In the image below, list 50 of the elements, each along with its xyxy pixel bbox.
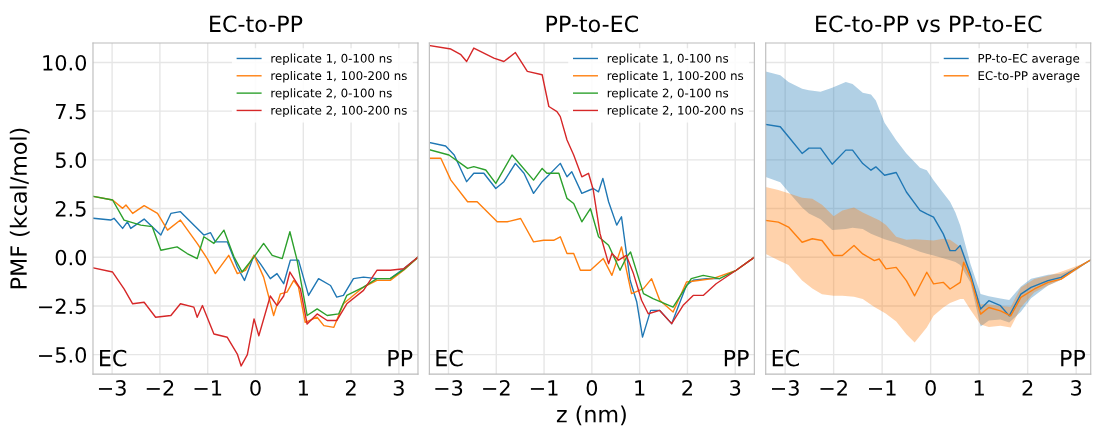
legend-label: replicate 1, 100-200 ns <box>607 70 744 83</box>
x-tick-label: −2 <box>483 380 510 396</box>
x-tick-label: −1 <box>868 380 896 396</box>
x-tick-label: 1 <box>974 380 984 396</box>
x-tick-label: 1 <box>635 380 645 396</box>
legend-label: replicate 2, 100-200 ns <box>271 105 407 118</box>
x-tick-label: 0 <box>925 380 936 396</box>
chart-title: PP-to-EC <box>546 15 638 33</box>
annotation: PP <box>388 349 413 367</box>
x-tick-label: −1 <box>194 380 222 396</box>
legend-label: PP-to-EC average <box>978 53 1080 66</box>
annotation: EC <box>100 349 127 367</box>
x-tick-label: −3 <box>435 380 463 396</box>
x-axis-title: z (nm) <box>556 405 626 426</box>
legend-label: EC-to-PP average <box>978 71 1080 83</box>
x-tick-label: −1 <box>530 380 558 396</box>
y-tick-label: −2.5 <box>39 298 86 315</box>
chart-title: EC-to-PP vs PP-to-EC <box>816 15 1042 33</box>
x-tick-label: −2 <box>146 380 174 396</box>
x-tick-label: 3 <box>393 380 404 396</box>
x-tick-label: 1 <box>298 380 308 396</box>
x-tick-label: 0 <box>586 380 598 396</box>
y-tick-label: 2.5 <box>55 201 86 217</box>
annotation: PP <box>724 349 749 367</box>
y-tick-label: −5.0 <box>39 347 87 363</box>
x-tick-label: −3 <box>98 380 126 396</box>
legend-label: replicate 1, 100-200 ns <box>271 70 407 83</box>
x-tick-label: 3 <box>1071 380 1082 396</box>
chart-title: EC-to-PP <box>210 15 303 33</box>
x-tick-label: 2 <box>682 380 692 396</box>
x-tick-label: 0 <box>250 380 261 396</box>
legend-label: replicate 1, 0-100 ns <box>271 53 392 66</box>
legend-label: replicate 2, 100-200 ns <box>607 105 744 118</box>
y-tick-label: 7.5 <box>56 103 86 120</box>
annotation: PP <box>1061 349 1086 367</box>
x-tick-label: 2 <box>1022 380 1033 396</box>
x-tick-label: −3 <box>771 380 799 396</box>
legend-label: replicate 2, 0-100 ns <box>607 88 729 100</box>
x-tick-label: 2 <box>345 380 356 396</box>
y-tick-label: 5.0 <box>55 152 87 169</box>
legend-label: replicate 2, 0-100 ns <box>271 88 392 100</box>
x-tick-label: 3 <box>730 380 741 396</box>
x-tick-label: −2 <box>820 380 847 396</box>
y-tick-label: 0.0 <box>55 249 87 266</box>
annotation: EC <box>772 349 799 367</box>
y-tick-label: 10.0 <box>43 54 87 71</box>
y-axis-title: PMF (kcal/mol) <box>9 128 30 289</box>
line-series <box>92 256 418 367</box>
legend-label: replicate 1, 0-100 ns <box>607 53 729 66</box>
annotation: EC <box>436 349 463 367</box>
